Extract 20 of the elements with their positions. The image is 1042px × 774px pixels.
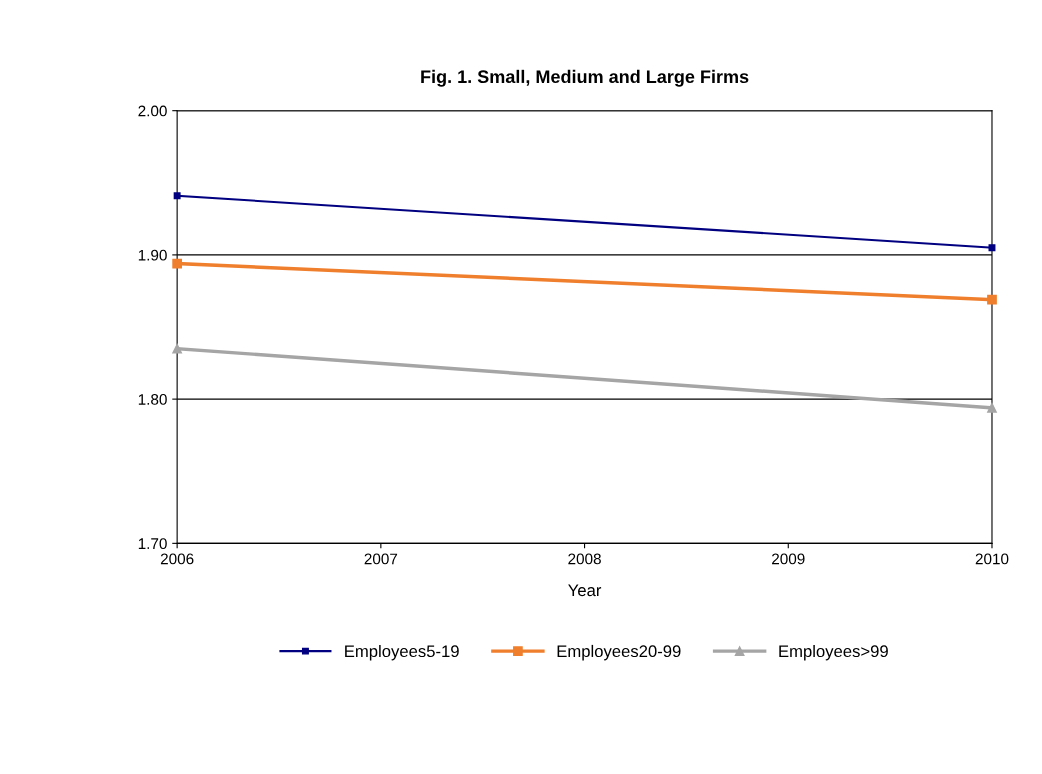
y-tick-label: 1.80 (138, 393, 167, 405)
point (172, 343, 183, 354)
legend-label: Employees20-99 (557, 644, 681, 661)
x-axis-title: Year (568, 584, 602, 597)
x-tick-label: 2008 (568, 553, 601, 565)
point (173, 192, 181, 200)
x-tick-label: 2009 (772, 553, 805, 565)
y-tick-label: 1.90 (138, 249, 167, 261)
x-tick-label: 2006 (160, 553, 194, 565)
y-tick-label: 1.70 (138, 538, 167, 550)
x-tick-label: 2007 (364, 553, 398, 565)
point (988, 244, 996, 252)
point (987, 294, 997, 305)
legend-label: Employees5-19 (345, 644, 459, 661)
chart-title: Fig. 1. Small, Medium and Large Firms (421, 69, 749, 87)
x-tick-label: 2010 (975, 553, 1009, 565)
point (987, 402, 997, 413)
legend-label: Employees>99 (779, 644, 888, 661)
point (172, 258, 183, 269)
y-tick-label: 2.00 (138, 105, 167, 117)
